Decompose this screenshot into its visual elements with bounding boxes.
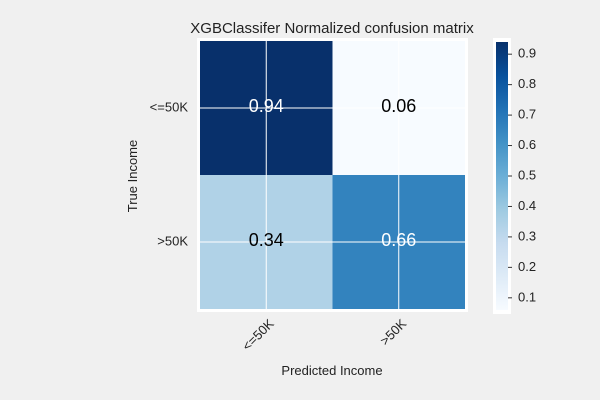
colorbar-tick-label: 0.4 <box>518 198 536 213</box>
colorbar-tick-label: 0.6 <box>518 137 536 152</box>
colorbar-tick-label: 0.3 <box>518 228 536 243</box>
cell-value-label: 0.66 <box>381 230 416 250</box>
chart-title: XGBClassifer Normalized confusion matrix <box>190 20 474 37</box>
x-tick-label: <=50K <box>239 316 277 354</box>
y-tick-labels: <=50K >50K <box>150 99 189 248</box>
gridlines <box>200 41 465 309</box>
x-axis-label: Predicted Income <box>281 363 382 378</box>
colorbar-tick-label: 0.2 <box>518 259 536 274</box>
cell-value-label: 0.94 <box>249 96 284 116</box>
colorbar-tick-label: 0.8 <box>518 76 536 91</box>
colorbar <box>496 42 508 310</box>
x-tick-labels: <=50K >50K <box>239 316 409 354</box>
colorbar-tick-label: 0.1 <box>518 289 536 304</box>
heatmap-cells <box>200 41 465 309</box>
cell-value-label: 0.06 <box>381 96 416 116</box>
colorbar-tick-label: 0.9 <box>518 46 536 61</box>
colorbar-tick-label: 0.7 <box>518 107 536 122</box>
y-tick-label: >50K <box>157 233 188 248</box>
colorbar-ticks: 0.1 0.2 0.3 0.4 0.5 0.6 0.7 0.8 0.9 <box>508 46 536 304</box>
cell-labels: 0.94 0.06 0.34 0.66 <box>249 96 417 250</box>
x-tick-label: >50K <box>377 316 410 349</box>
y-axis-label: True Income <box>125 140 140 213</box>
cell-value-label: 0.34 <box>249 230 284 250</box>
colorbar-tick-label: 0.5 <box>518 167 536 182</box>
y-tick-label: <=50K <box>150 99 189 114</box>
